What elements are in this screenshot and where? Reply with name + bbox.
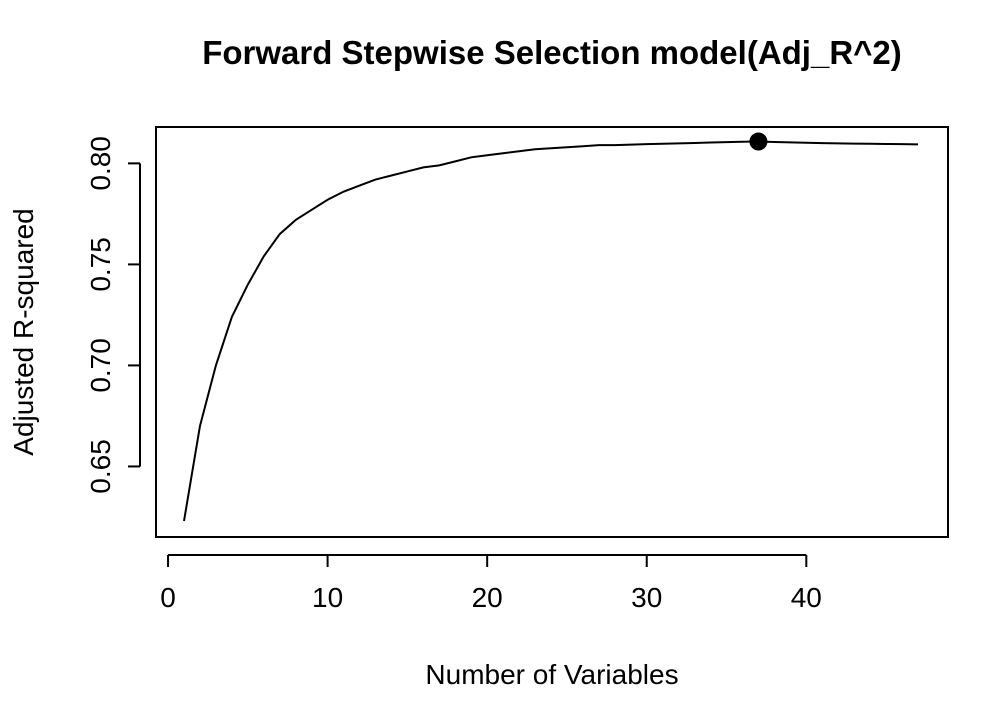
chart-title: Forward Stepwise Selection model(Adj_R^2… [202,34,902,71]
plot-frame [155,126,949,538]
x-tick-label: 20 [472,582,503,613]
x-tick-label: 40 [791,582,822,613]
x-tick-label: 30 [631,582,662,613]
series-line [183,140,919,522]
x-axis: 0 10 20 30 40 [160,554,822,613]
y-axis: 0.65 0.70 0.75 0.80 [85,136,141,494]
x-tick-label: 10 [312,582,343,613]
x-axis-label: Number of Variables [425,659,678,690]
y-tick-label: 0.80 [85,136,116,191]
x-tick-label: 0 [160,582,176,613]
y-tick-label: 0.65 [85,439,116,494]
y-tick-label: 0.70 [85,338,116,393]
highlight-point [749,132,768,151]
y-tick-label: 0.75 [85,237,116,292]
y-axis-label: Adjusted R-squared [8,208,39,455]
